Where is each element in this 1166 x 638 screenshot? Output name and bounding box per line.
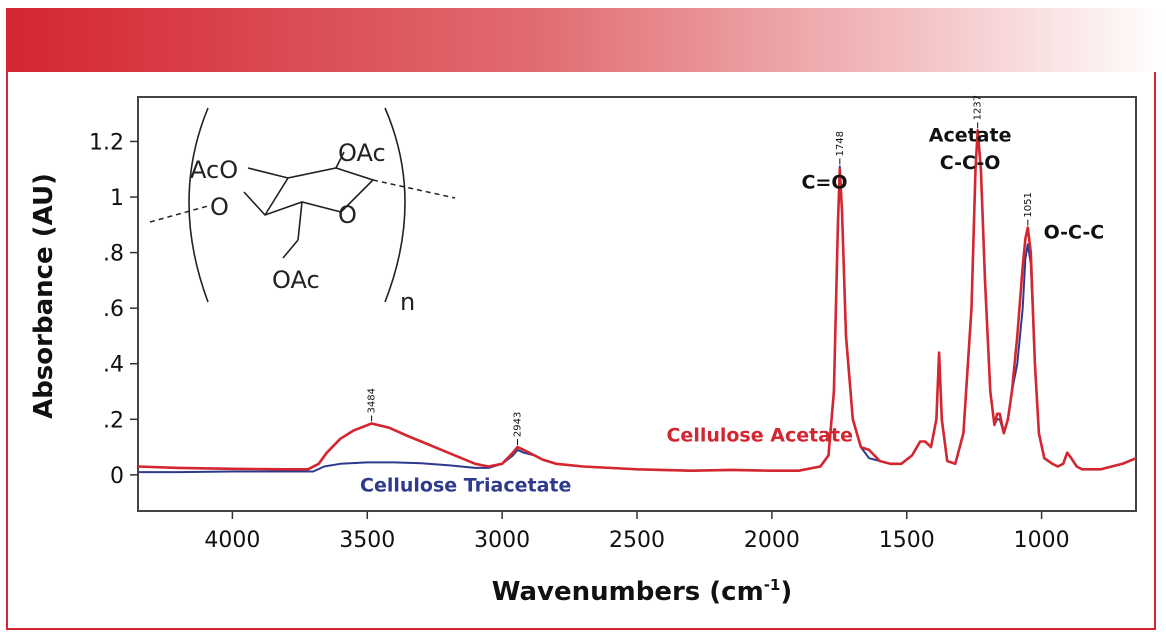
peak-label: 1051 <box>1023 192 1034 217</box>
y-axis: 0 .2 .4 .6 .8 1 1.2 <box>89 130 138 489</box>
bond-ch2 <box>297 201 303 241</box>
o-ring-label: O <box>338 201 357 229</box>
bond-oac-top <box>335 151 345 169</box>
band-annotation: Acetate <box>929 124 1012 146</box>
x-axis: 4000 3500 3000 2500 2000 1500 1000 <box>204 511 1070 553</box>
x-tick-label: 1000 <box>1014 528 1070 553</box>
peak-label: 3484 <box>367 388 378 413</box>
x-tick-label: 2000 <box>744 528 800 553</box>
dashed-bond-right <box>372 179 456 199</box>
y-tick-label: .8 <box>103 242 124 267</box>
peak-labels: 3484 2943 1748 1237 1051 <box>367 95 1034 446</box>
pyranose-ring <box>243 167 375 216</box>
y-tick-label: 1.2 <box>89 130 124 155</box>
x-tick-label: 3000 <box>474 528 530 553</box>
series-label: Cellulose Triacetate <box>360 475 571 497</box>
band-annotation: C-C-O <box>940 152 1001 174</box>
x-tick-label: 2500 <box>609 528 665 553</box>
band-annotations: C=O Acetate C-C-O O-C-C <box>801 124 1104 243</box>
x-tick-label: 4000 <box>204 528 260 553</box>
x-axis-title: Wavenumbers (cm-1) <box>492 576 793 607</box>
x-tick-label: 3500 <box>339 528 395 553</box>
band-annotation: O-C-C <box>1044 222 1105 244</box>
header-banner <box>6 8 1166 72</box>
o-left-label: O <box>210 193 229 221</box>
series-label: Cellulose Acetate <box>666 425 852 447</box>
band-annotation: C=O <box>801 172 847 194</box>
peak-label: 1237 <box>973 95 984 120</box>
peak-label: 2943 <box>513 412 524 437</box>
y-tick-label: .2 <box>103 408 124 433</box>
y-axis-title: Absorbance (AU) <box>29 173 59 419</box>
y-tick-label: .4 <box>103 353 124 378</box>
figure-frame <box>6 72 1156 630</box>
series-line-cellulose-acetate <box>137 129 1137 472</box>
cellulose-acetate-structure: AcO OAc O O OAc n <box>149 107 456 316</box>
right-bracket <box>384 107 406 303</box>
y-tick-label: .6 <box>103 297 124 322</box>
left-bracket <box>188 107 209 303</box>
bond-ch2-o <box>282 239 299 259</box>
y-tick-label: 1 <box>110 186 124 211</box>
series-layer <box>137 129 1137 474</box>
bond-aco <box>247 167 289 179</box>
repeat-n-label: n <box>400 288 415 316</box>
peak-label: 1748 <box>835 131 846 156</box>
y-tick-label: 0 <box>110 464 124 489</box>
series-labels: Cellulose Acetate Cellulose Triacetate <box>360 425 853 497</box>
oac-bottom-label: OAc <box>272 266 320 294</box>
oac-top-label: OAc <box>338 139 386 167</box>
x-tick-label: 1500 <box>879 528 935 553</box>
dashed-bond-left <box>149 205 209 223</box>
aco-label: AcO <box>190 156 238 184</box>
